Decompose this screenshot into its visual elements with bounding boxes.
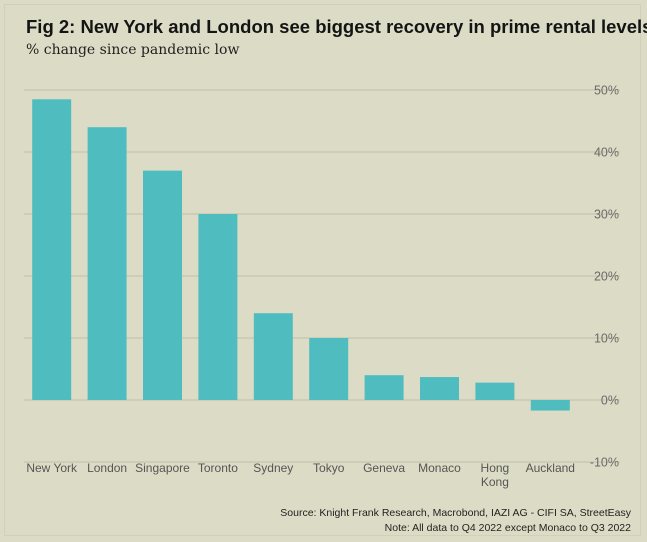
- x-category-label: New York: [26, 461, 78, 475]
- y-axis-ticks: 50% 40% 30% 20% 10% 0% -10%: [590, 84, 619, 470]
- chart-subtitle: % change since pandemic low: [26, 42, 240, 58]
- x-category-label: Monaco: [418, 461, 461, 475]
- y-tick-label: 40%: [594, 146, 619, 160]
- bar-hong-kong: [475, 382, 515, 400]
- bar-new-york: [32, 99, 72, 401]
- x-axis-labels: New York London Singapore Toronto Sydney Toky…: [26, 461, 575, 489]
- bar-toronto: [198, 214, 238, 400]
- bar-monaco: [420, 377, 459, 400]
- bars: [32, 99, 570, 411]
- chart-title: Fig 2: New York and London see biggest r…: [26, 16, 647, 37]
- x-category-label: Tokyo: [313, 461, 345, 475]
- bar-singapore: [143, 170, 182, 400]
- y-tick-label: 50%: [594, 84, 619, 98]
- x-category-label: Geneva: [363, 461, 405, 475]
- x-category-label: London: [87, 461, 127, 475]
- x-category-label: Sydney: [253, 461, 293, 475]
- x-category-label: Toronto: [198, 461, 238, 475]
- x-category-label: Kong: [481, 475, 509, 489]
- source-text: Source: Knight Frank Research, Macrobond…: [280, 507, 631, 519]
- bar-auckland: [530, 400, 570, 411]
- y-tick-label: 20%: [594, 270, 619, 284]
- bar-sydney: [253, 313, 293, 400]
- y-tick-label: 0%: [601, 394, 619, 408]
- y-tick-label: -10%: [590, 456, 619, 470]
- x-category-label: Singapore: [135, 461, 190, 475]
- y-tick-label: 30%: [594, 208, 619, 222]
- y-tick-label: 10%: [594, 332, 619, 346]
- bar-london: [87, 127, 127, 400]
- bar-geneva: [364, 375, 404, 400]
- note-text: Note: All data to Q4 2022 except Monaco …: [384, 522, 631, 534]
- x-category-label: Auckland: [526, 461, 575, 475]
- x-category-label: Hong: [481, 461, 510, 475]
- chart-footer: Source: Knight Frank Research, Macrobond…: [280, 506, 631, 536]
- bar-tokyo: [309, 338, 349, 400]
